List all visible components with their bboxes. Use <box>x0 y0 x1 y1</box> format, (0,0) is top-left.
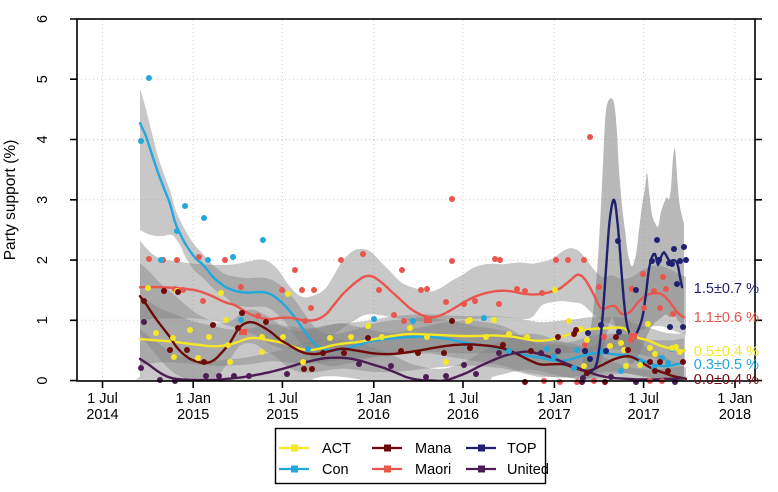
svg-text:2016: 2016 <box>447 407 479 423</box>
svg-text:0: 0 <box>35 377 51 385</box>
svg-text:2015: 2015 <box>177 407 209 423</box>
svg-text:1.5±0.7 %: 1.5±0.7 % <box>694 281 759 297</box>
svg-text:Maori: Maori <box>415 462 451 478</box>
svg-text:4: 4 <box>35 135 51 143</box>
svg-text:2015: 2015 <box>266 407 298 423</box>
svg-text:1 Jul: 1 Jul <box>267 391 298 407</box>
svg-text:2017: 2017 <box>538 407 570 423</box>
svg-text:United: United <box>507 462 549 478</box>
svg-text:1 Jan: 1 Jan <box>537 391 572 407</box>
svg-text:1 Jul: 1 Jul <box>87 391 118 407</box>
svg-text:TOP: TOP <box>507 441 537 457</box>
svg-text:Con: Con <box>322 462 349 478</box>
svg-text:1 Jan: 1 Jan <box>717 391 752 407</box>
svg-text:2014: 2014 <box>86 407 118 423</box>
svg-text:Mana: Mana <box>415 441 452 457</box>
svg-text:Party support (%): Party support (%) <box>2 140 19 261</box>
svg-text:1 Jul: 1 Jul <box>628 391 659 407</box>
svg-text:2016: 2016 <box>358 407 390 423</box>
svg-text:1 Jul: 1 Jul <box>448 391 479 407</box>
svg-text:2017: 2017 <box>627 407 659 423</box>
svg-text:1.1±0.6 %: 1.1±0.6 % <box>694 310 759 326</box>
svg-text:1: 1 <box>35 316 51 324</box>
svg-text:0.0±0.4 %: 0.0±0.4 % <box>694 372 759 388</box>
svg-text:1 Jan: 1 Jan <box>175 391 210 407</box>
svg-text:6: 6 <box>35 15 51 23</box>
svg-text:2: 2 <box>35 256 51 264</box>
svg-text:3: 3 <box>35 196 51 204</box>
svg-text:2018: 2018 <box>719 407 751 423</box>
svg-text:0.3±0.5 %: 0.3±0.5 % <box>694 357 759 373</box>
svg-text:1 Jan: 1 Jan <box>356 391 391 407</box>
svg-text:ACT: ACT <box>322 441 351 457</box>
svg-text:5: 5 <box>35 75 51 83</box>
svg-text:0.5±0.4 %: 0.5±0.4 % <box>694 344 759 360</box>
